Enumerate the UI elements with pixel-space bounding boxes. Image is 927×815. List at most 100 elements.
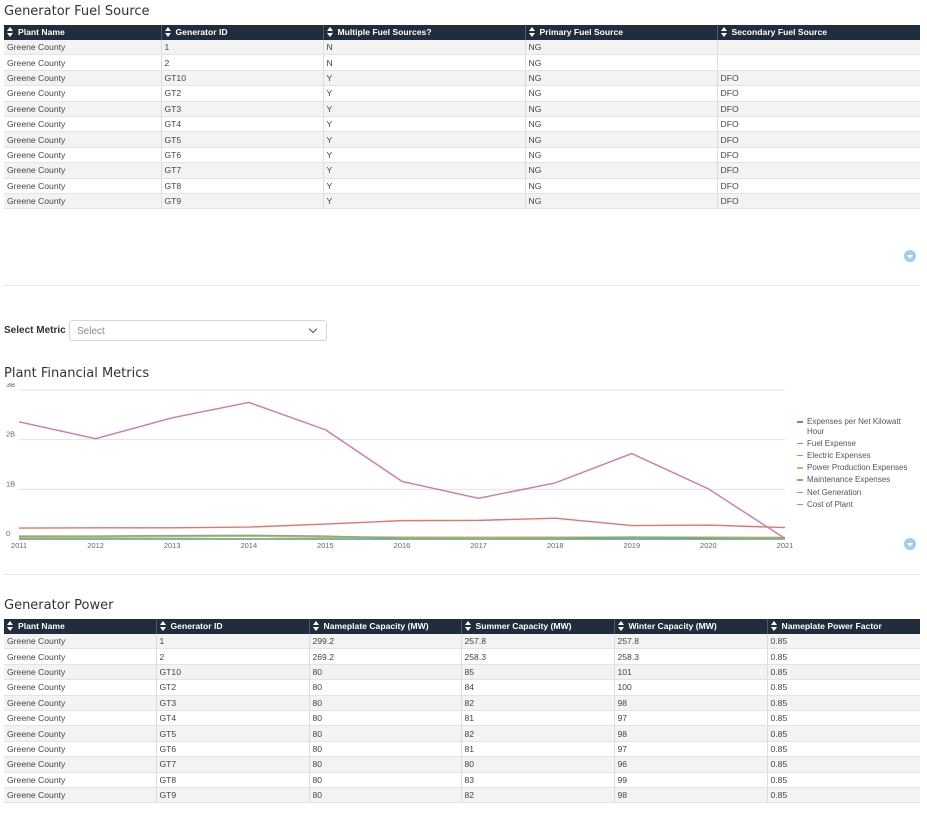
table-cell: Greene County xyxy=(4,147,162,164)
table-cell: GT3 xyxy=(161,101,324,117)
table-cell: NG xyxy=(525,147,718,164)
table-cell: Y xyxy=(323,147,526,164)
table-cell: GT7 xyxy=(161,162,324,179)
table-cell: GT4 xyxy=(156,710,310,727)
legend-swatch xyxy=(797,491,803,494)
table-cell: Greene County xyxy=(4,85,162,102)
sort-icon[interactable] xyxy=(720,26,727,37)
table-cell: 80 xyxy=(309,772,462,788)
table-cell: Greene County xyxy=(4,131,162,148)
column-header-plant-name[interactable]: Plant Name xyxy=(4,619,157,634)
sort-icon[interactable] xyxy=(159,620,166,631)
legend-item-electric-expenses[interactable]: Electric Expenses xyxy=(797,451,917,461)
legend-item-power-production-expenses[interactable]: Power Production Expenses xyxy=(797,463,917,473)
table-cell: 81 xyxy=(461,741,615,758)
metric-select-placeholder: Select xyxy=(77,326,105,337)
table-cell: DFO xyxy=(717,70,920,87)
sort-icon[interactable] xyxy=(326,26,333,37)
column-header-primary-fuel-source[interactable]: Primary Fuel Source xyxy=(525,25,718,40)
table-cell: GT8 xyxy=(156,772,310,788)
legend-item-fuel-expense[interactable]: Fuel Expense xyxy=(797,439,917,449)
column-header-generator-id[interactable]: Generator ID xyxy=(161,25,324,40)
table-cell: 80 xyxy=(309,787,462,804)
table-cell: Y xyxy=(323,116,526,133)
fuel-source-table: Plant Name Generator ID Multiple Fuel Sour… xyxy=(4,25,920,210)
table-cell: 257.8 xyxy=(461,634,615,650)
power-section-title: Generator Power xyxy=(4,598,114,613)
table-cell: Y xyxy=(323,101,526,117)
table-cell: 258.3 xyxy=(614,648,768,665)
x-tick-label: 2021 xyxy=(777,541,794,550)
expand-fuel-table-button[interactable] xyxy=(904,250,916,262)
table-cell: Y xyxy=(323,193,526,210)
legend-item-expenses-per-net-kilowatt-hour[interactable]: Expenses per Net Kilowatt Hour xyxy=(797,417,917,436)
legend-item-maintenance-expenses[interactable]: Maintenance Expenses xyxy=(797,475,917,485)
legend-label: Net Generation xyxy=(807,487,862,497)
column-header-label: Nameplate Capacity (MW) xyxy=(323,621,429,632)
column-header-nameplate-power-factor[interactable]: Nameplate Power Factor xyxy=(767,619,920,634)
column-header-label: Nameplate Power Factor xyxy=(781,621,882,632)
table-cell: Y xyxy=(323,85,526,102)
column-header-generator-id[interactable]: Generator ID xyxy=(156,619,310,634)
column-header-winter-capacity-mw[interactable]: Winter Capacity (MW) xyxy=(614,619,768,634)
legend-label: Cost of Plant xyxy=(807,499,853,509)
series-line-cost-of-plant[interactable] xyxy=(18,401,786,540)
table-cell: 80 xyxy=(309,710,462,727)
column-header-plant-name[interactable]: Plant Name xyxy=(4,25,162,40)
table-cell xyxy=(717,40,920,56)
sort-icon[interactable] xyxy=(7,26,13,37)
table-cell: Greene County xyxy=(4,40,162,56)
table-row: Greene County GT10 Y NG DFO xyxy=(4,70,920,87)
table-cell: Greene County xyxy=(4,70,162,87)
table-cell: Greene County xyxy=(4,648,157,665)
table-row: Greene County GT7 Y NG DFO xyxy=(4,162,920,179)
metric-select-dropdown[interactable]: Select xyxy=(69,320,327,341)
column-header-multiple-fuel-sources[interactable]: Multiple Fuel Sources? xyxy=(323,25,526,40)
table-cell: 84 xyxy=(461,679,615,696)
select-metric-label: Select Metric xyxy=(4,325,66,336)
legend-item-net-generation[interactable]: Net Generation xyxy=(797,488,917,498)
table-cell: NG xyxy=(525,85,718,102)
table-cell: NG xyxy=(525,131,718,148)
legend-item-cost-of-plant[interactable]: Cost of Plant xyxy=(797,500,917,510)
column-header-label: Generator ID xyxy=(175,27,228,38)
table-row: Greene County GT8 Y NG DFO xyxy=(4,178,920,194)
table-cell: 0.85 xyxy=(767,710,920,727)
sort-icon[interactable] xyxy=(464,620,471,631)
column-header-summer-capacity-mw[interactable]: Summer Capacity (MW) xyxy=(461,619,615,634)
table-cell: 99 xyxy=(614,772,768,788)
table-cell: NG xyxy=(525,70,718,87)
generator-power-table: Plant Name Generator ID Nameplate Capacity… xyxy=(4,619,920,804)
table-cell: Greene County xyxy=(4,116,162,133)
legend-label: Fuel Expense xyxy=(807,438,856,448)
table-cell: 1 xyxy=(156,634,310,650)
table-cell: Y xyxy=(323,162,526,179)
fuel-section-title: Generator Fuel Source xyxy=(4,4,150,19)
chevron-down-icon xyxy=(308,324,318,334)
table-row: Greene County GT9 80 82 98 0.85 xyxy=(4,787,920,804)
sort-icon[interactable] xyxy=(7,620,13,631)
series-line-maintenance-expenses[interactable] xyxy=(19,534,786,540)
column-header-secondary-fuel-source[interactable]: Secondary Fuel Source xyxy=(717,25,920,40)
table-cell: DFO xyxy=(717,147,920,164)
series-line-net-generation[interactable] xyxy=(18,517,786,529)
table-cell: DFO xyxy=(717,193,920,210)
table-cell: GT9 xyxy=(161,193,324,210)
table-cell: 80 xyxy=(461,756,615,773)
table-cell: 85 xyxy=(461,664,615,681)
table-cell: 83 xyxy=(461,772,615,788)
sort-icon[interactable] xyxy=(312,620,319,631)
table-cell: 0.85 xyxy=(767,741,920,758)
table-cell: 0.85 xyxy=(767,787,920,804)
table-cell: Y xyxy=(323,131,526,148)
table-cell: Greene County xyxy=(4,664,157,681)
column-header-nameplate-capacity-mw[interactable]: Nameplate Capacity (MW) xyxy=(309,619,462,634)
sort-icon[interactable] xyxy=(164,26,171,37)
y-tick-label: 0 xyxy=(6,529,10,538)
sort-icon[interactable] xyxy=(528,26,535,37)
chart-options-button[interactable] xyxy=(904,538,916,550)
x-tick-label: 2015 xyxy=(317,541,334,550)
sort-icon[interactable] xyxy=(617,620,624,631)
table-cell: GT2 xyxy=(161,85,324,102)
sort-icon[interactable] xyxy=(770,620,777,631)
